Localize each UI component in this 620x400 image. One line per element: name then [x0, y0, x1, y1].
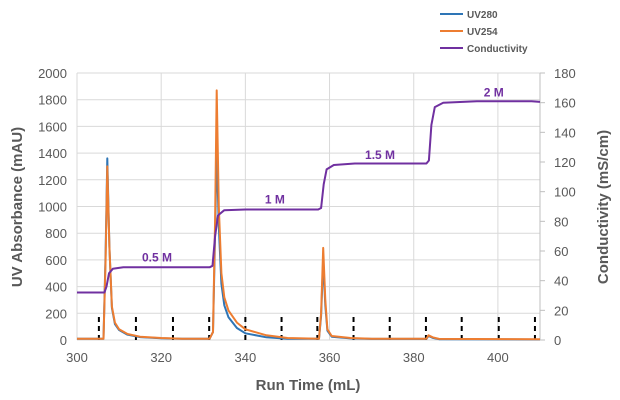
annotation-label: 1.5 M — [365, 148, 395, 162]
fraction-markers — [97, 313, 536, 340]
y-tick-label: 1200 — [38, 173, 67, 188]
gridlines — [76, 72, 545, 341]
y-tick-label: 1400 — [38, 146, 67, 161]
y-tick-label: 400 — [45, 280, 67, 295]
y2-tick-label: 100 — [554, 185, 576, 200]
annotation-label: 0.5 M — [142, 250, 172, 264]
series-line-conductivity — [77, 100, 541, 294]
legend-label: Conductivity — [467, 44, 528, 55]
y2-tick-label: 60 — [554, 244, 568, 259]
legend: UV280 UV254 Conductivity — [440, 10, 528, 55]
y2-tick-label: 120 — [554, 155, 576, 170]
annotation-label: 1 M — [265, 193, 285, 207]
y-tick-label: 600 — [45, 253, 67, 268]
y2-axis-title: Conductivity (mS/cm) — [595, 130, 612, 284]
y-tick-label: 200 — [45, 306, 67, 321]
y2-tick-label: 140 — [554, 125, 576, 140]
legend-label: UV280 — [467, 10, 498, 21]
y-axis-title: UV Absorbance (mAU) — [9, 127, 26, 287]
x-tick-label: 380 — [403, 350, 425, 365]
x-axis-title: Run Time (mL) — [256, 377, 361, 394]
annotation-label: 2 M — [484, 86, 504, 100]
y-tick-label: 2000 — [38, 66, 67, 81]
y2-tick-label: 0 — [554, 333, 561, 348]
series-lines — [77, 89, 541, 341]
tick-labels: 300 320 340 360 380 4000200400600800100012001… — [38, 66, 576, 365]
x-tick-label: 360 — [319, 350, 341, 365]
y2-tick-label: 40 — [554, 274, 568, 289]
x-tick-label: 300 — [66, 350, 88, 365]
annotations: 0.5 M 1 M 1.5 M 2 M — [142, 86, 504, 265]
series-line-uv280 — [77, 145, 541, 341]
y-tick-label: 1800 — [38, 93, 67, 108]
y-tick-label: 1600 — [38, 119, 67, 134]
y-tick-label: 0 — [60, 333, 67, 348]
x-tick-label: 400 — [487, 350, 509, 365]
x-tick-label: 340 — [235, 350, 257, 365]
x-tick-label: 320 — [150, 350, 172, 365]
y-tick-label: 1000 — [38, 200, 67, 215]
y-tick-label: 800 — [45, 226, 67, 241]
y2-tick-label: 20 — [554, 303, 568, 318]
series-line-uv254 — [77, 89, 541, 341]
y2-tick-label: 180 — [554, 66, 576, 81]
y2-tick-label: 160 — [554, 96, 576, 111]
legend-label: UV254 — [467, 27, 498, 38]
y2-tick-label: 80 — [554, 214, 568, 229]
